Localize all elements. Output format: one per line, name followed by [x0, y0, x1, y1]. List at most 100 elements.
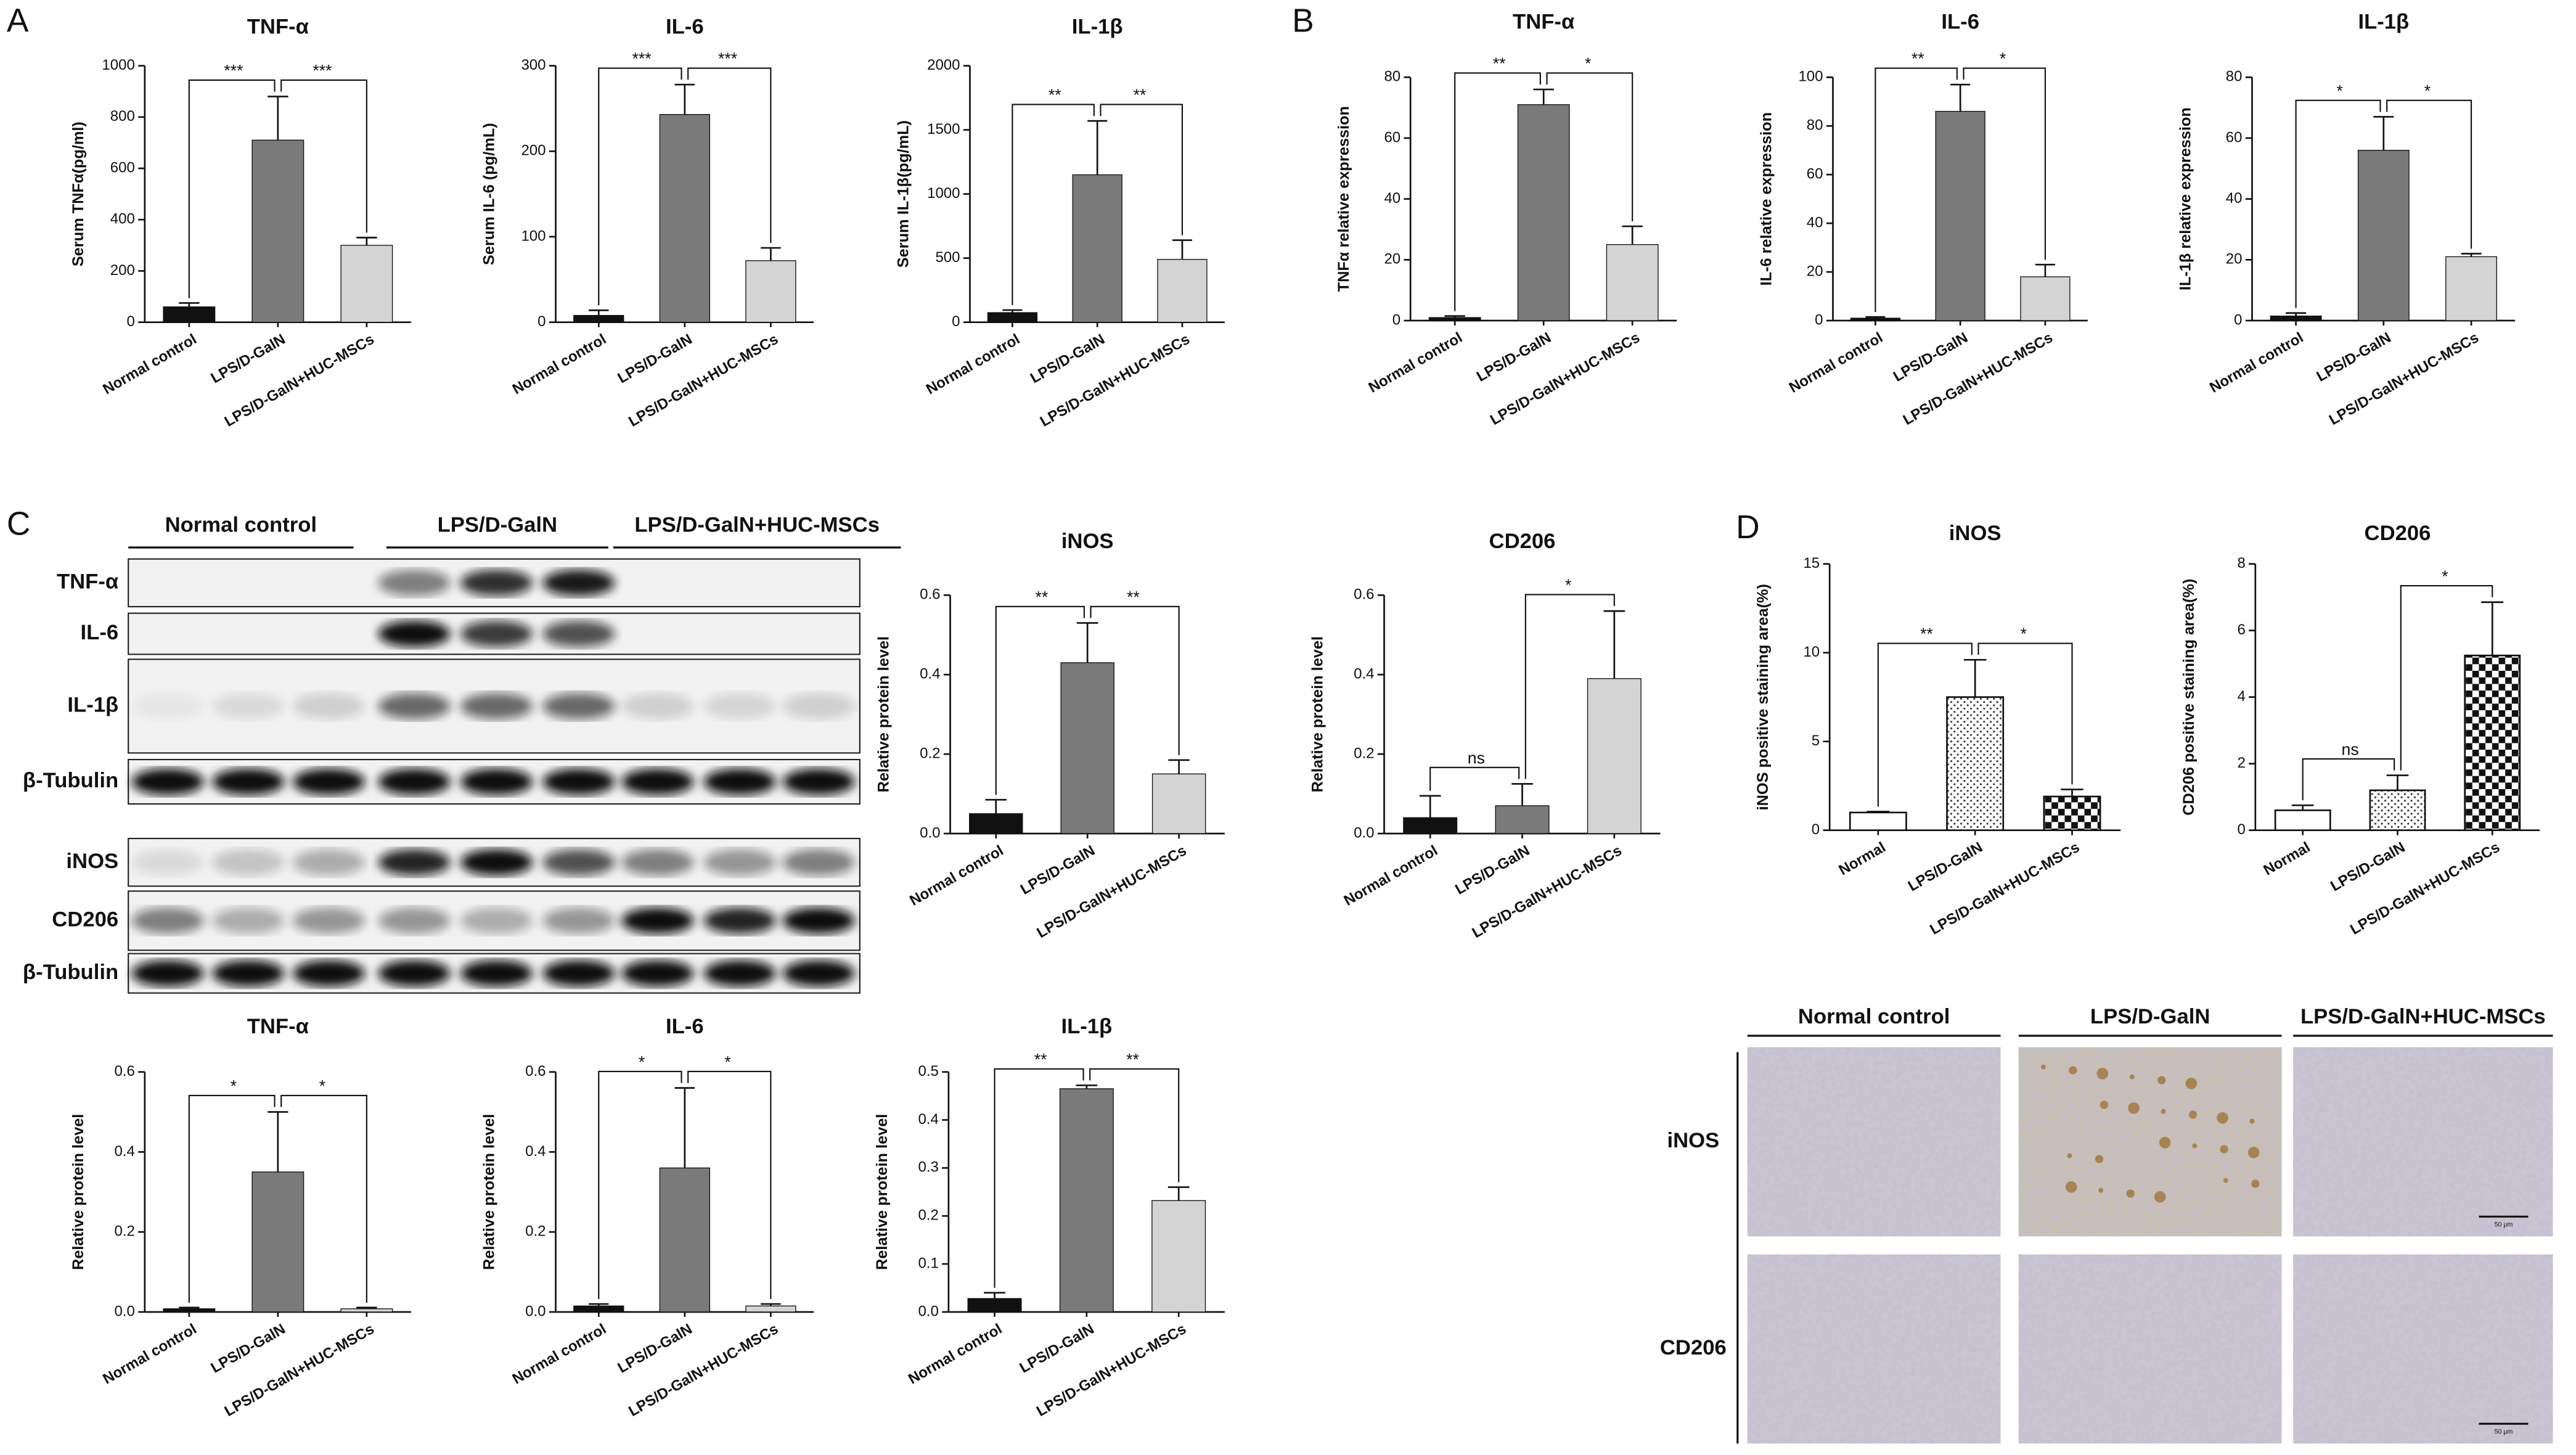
significance-bracket [1877, 642, 1973, 807]
blot-band [460, 693, 533, 719]
bar [251, 139, 305, 323]
significance-bracket [1546, 72, 1634, 222]
bar [1060, 662, 1114, 834]
blot-band [782, 768, 855, 795]
y-tick-label: 0.4 [114, 1143, 134, 1160]
stain-spot [2069, 1066, 2077, 1075]
y-axis-label: Serum IL-1β(pg/mL) [895, 120, 912, 268]
significance-bracket [1089, 1068, 1180, 1182]
y-tick-label: 600 [110, 159, 135, 176]
y-tick-label: 0.3 [918, 1159, 938, 1176]
y-tick-label: 0 [952, 313, 960, 330]
y-tick-label: 60 [1384, 129, 1400, 146]
blot-band [131, 693, 204, 719]
blot-row-label: iNOS [66, 850, 118, 873]
y-tick-label: 0.2 [918, 1207, 938, 1224]
stain-spot [2128, 1102, 2140, 1114]
bar [659, 114, 710, 323]
blot-band [378, 693, 451, 719]
blot-band [460, 620, 533, 647]
significance-label: ** [1134, 86, 1147, 104]
y-tick-label: 1500 [927, 121, 960, 137]
chart-title: IL-6 [666, 15, 704, 38]
bar [1059, 1088, 1114, 1313]
blot-band [542, 693, 615, 719]
chart-title: IL-6 [1941, 10, 1979, 33]
y-tick-label: 60 [1807, 166, 1823, 182]
blot-band [378, 768, 451, 795]
chart-title: IL-1β [1061, 1015, 1112, 1038]
bar [1935, 110, 1985, 321]
y-tick-label: 0.0 [918, 1303, 938, 1319]
significance-bracket [2295, 99, 2381, 308]
y-axis-label: TNFα relative expression [1335, 106, 1352, 292]
y-tick-label: 20 [1807, 263, 1823, 279]
micrograph [2018, 1047, 2282, 1237]
stain-spot [2159, 1137, 2171, 1149]
significance-bracket [1012, 104, 1095, 305]
stain-spot [2249, 1118, 2255, 1124]
blot-band [542, 849, 615, 875]
y-tick-label: 1000 [927, 185, 960, 202]
x-tick-label: LPS/D-GalN [208, 331, 288, 387]
blot-band [292, 908, 366, 934]
bar [2043, 795, 2101, 832]
significance-label: ns [2342, 740, 2359, 759]
x-tick-label: LPS/D-GalN [2328, 839, 2408, 895]
significance-bracket [2400, 585, 2493, 771]
significance-label: * [2000, 49, 2006, 68]
significance-label: * [2424, 82, 2431, 100]
bar [745, 1305, 796, 1313]
y-axis-label: Serum IL-6 (pg/mL) [481, 123, 498, 265]
blot-band [460, 768, 533, 795]
significance-label: ** [1912, 49, 1924, 68]
x-tick-label: LPS/D-GalN+HUC-MSCs [2326, 329, 2482, 428]
x-tick-label: LPS/D-GalN+HUC-MSCs [1487, 329, 1643, 428]
significance-label: *** [632, 49, 651, 68]
bar [1495, 805, 1550, 834]
micrograph-texture [1747, 1047, 2001, 1237]
x-tick-label: LPS/D-GalN [1891, 329, 1971, 385]
x-tick-label: Normal [1836, 839, 1889, 879]
y-tick-label: 15 [1803, 555, 1820, 572]
blot-band [621, 960, 694, 986]
x-tick-label: LPS/D-GalN+HUC-MSCs [1034, 842, 1189, 941]
x-tick-label: LPS/D-GalN [1474, 329, 1554, 385]
y-axis-label: IL-6 relative expression [1758, 112, 1775, 286]
micrograph-texture [2018, 1047, 2282, 1237]
significance-label: * [319, 1077, 325, 1096]
ihc-group-label: Normal control [1798, 1005, 1950, 1028]
significance-bracket [2386, 99, 2472, 249]
stain-spot [2065, 1181, 2077, 1193]
y-tick-label: 0 [2234, 311, 2242, 328]
stain-spot [2154, 1191, 2166, 1203]
significance-bracket [1429, 766, 1520, 791]
x-tick-label: LPS/D-GalN+HUC-MSCs [222, 1321, 377, 1420]
significance-bracket [1875, 67, 1958, 313]
y-tick-label: 400 [110, 211, 135, 227]
y-axis-label: Relative protein level [875, 636, 893, 792]
x-tick-label: LPS/D-GalN [615, 331, 695, 387]
y-tick-label: 2000 [927, 57, 960, 73]
y-tick-label: 60 [2226, 129, 2243, 146]
significance-label: * [2442, 567, 2448, 586]
blot-band [542, 908, 615, 934]
micrograph [2018, 1254, 2282, 1444]
stain-spot [2188, 1110, 2198, 1119]
stain-spot [2067, 1153, 2072, 1158]
x-tick-label: LPS/D-GalN [1905, 839, 1985, 895]
bar [1850, 318, 1901, 321]
panel-label: A [7, 2, 29, 39]
blot-band [212, 693, 285, 719]
blot-band [212, 908, 285, 934]
blot-band [703, 768, 776, 795]
blot-band [703, 960, 776, 986]
y-tick-label: 0.6 [114, 1063, 134, 1080]
bar [659, 1167, 710, 1313]
y-axis-label: IL-1β relative expression [2177, 107, 2194, 290]
y-tick-label: 80 [1807, 117, 1823, 134]
x-tick-label: LPS/D-GalN+HUC-MSCs [626, 331, 781, 430]
significance-label: ** [1034, 1051, 1047, 1069]
y-tick-label: 100 [1798, 68, 1823, 85]
stain-spot [2217, 1112, 2228, 1124]
